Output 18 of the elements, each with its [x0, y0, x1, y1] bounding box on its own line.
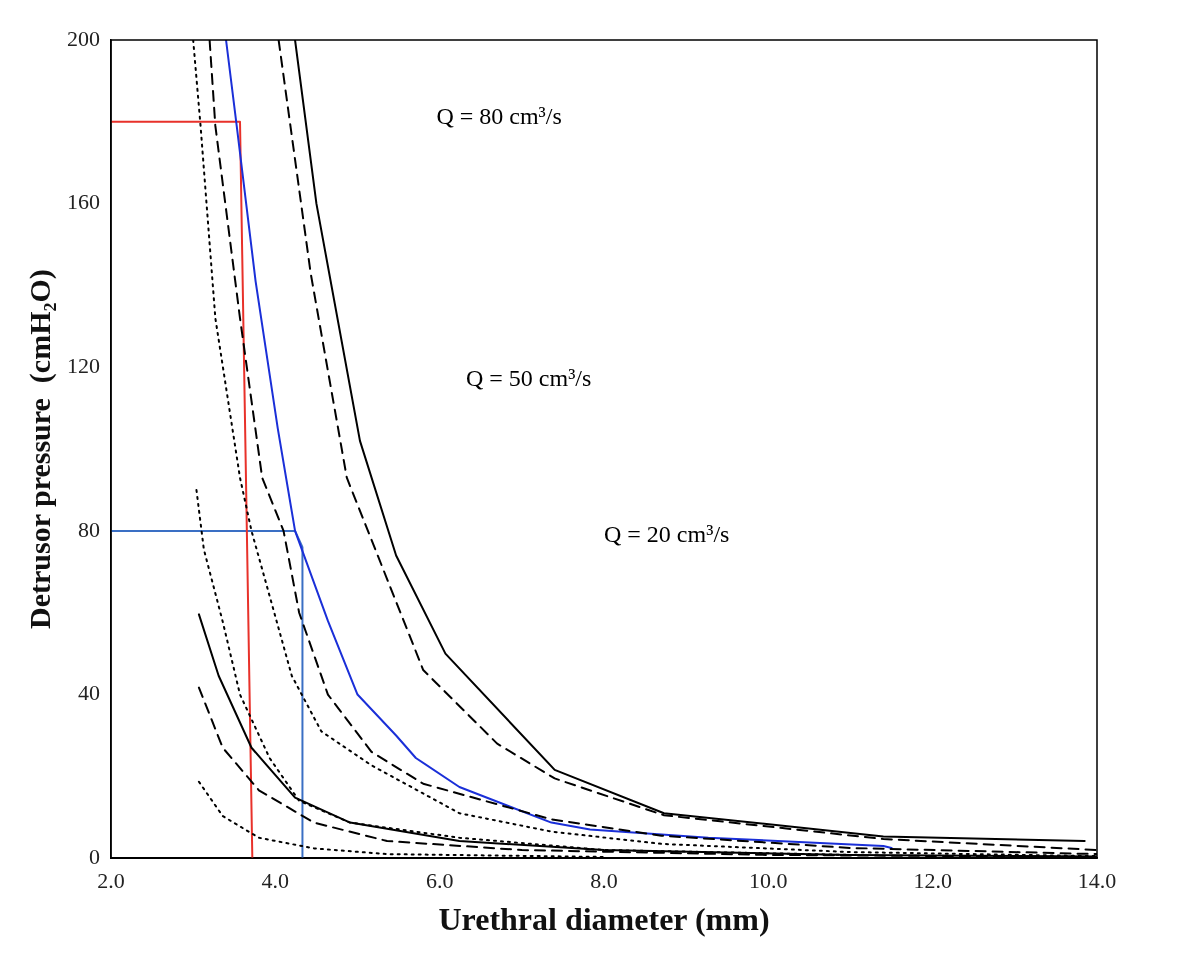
y-tick-label: 80 [78, 516, 100, 542]
x-tick-label: 10.0 [749, 868, 788, 894]
y-tick-label: 120 [67, 353, 100, 379]
annotation: Q = 20 cm³/s [604, 520, 730, 547]
y-tick-label: 40 [78, 680, 100, 706]
annotation: Q = 80 cm³/s [436, 103, 562, 130]
x-tick-label: 12.0 [913, 868, 952, 894]
annotation: Q = 50 cm³/s [465, 365, 592, 392]
x-tick-label: 8.0 [590, 868, 618, 894]
y-tick-label: 200 [67, 25, 100, 51]
y-tick-label: 0 [89, 843, 100, 869]
x-tick-label: 4.0 [261, 868, 290, 894]
x-tick-label: 14.0 [1077, 868, 1117, 894]
y-tick-label: 160 [67, 189, 100, 215]
x-axis-title: Urethral diameter (mm) [438, 901, 770, 938]
y-axis-title: Detrusor pressure (cmH₂O) [22, 269, 57, 629]
x-tick-label: 6.0 [425, 868, 454, 894]
x-tick-label: 2.0 [97, 868, 125, 894]
